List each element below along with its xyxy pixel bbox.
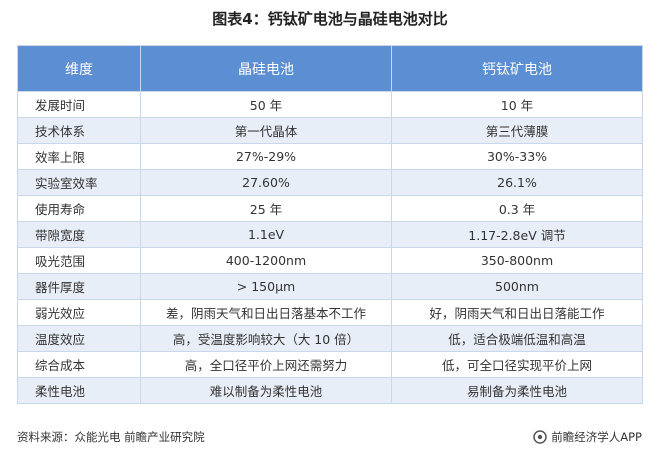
table-row: 器件厚度 > 150μm 500nm [17, 273, 643, 300]
row-dimension: 效率上限 [17, 143, 141, 170]
row-dimension: 温度效应 [17, 325, 141, 352]
table-row: 技术体系 第一代晶体 第三代薄膜 [17, 117, 643, 144]
row-perovskite-value: 低，可全口径实现平价上网 [391, 351, 643, 378]
table-row: 吸光范围 400-1200nm 350-800nm [17, 247, 643, 274]
row-dimension: 柔性电池 [17, 377, 141, 404]
row-dimension: 使用寿命 [17, 195, 141, 222]
row-perovskite-value: 第三代薄膜 [391, 117, 643, 144]
row-perovskite-value: 10 年 [391, 91, 643, 118]
table-row: 弱光效应 差，阴雨天气和日出日落基本不工作 好，阴雨天气和日出日落能工作 [17, 299, 643, 326]
table-row: 综合成本 高，全口径平价上网还需努力 低，可全口径实现平价上网 [17, 351, 643, 378]
source-note: 资料来源：众能光电 前瞻产业研究院 [17, 430, 205, 444]
row-silicon-value: 25 年 [140, 195, 392, 222]
comparison-table: 维度 晶硅电池 钙钛矿电池 发展时间 50 年 10 年 技术体系 第一代晶体 … [17, 45, 643, 404]
row-perovskite-value: 好，阴雨天气和日出日落能工作 [391, 299, 643, 326]
row-perovskite-value: 低，适合极端低温和高温 [391, 325, 643, 352]
row-silicon-value: > 150μm [140, 273, 392, 300]
header-dimension: 维度 [17, 45, 141, 92]
table-row: 柔性电池 难以制备为柔性电池 易制备为柔性电池 [17, 377, 643, 404]
row-silicon-value: 400-1200nm [140, 247, 392, 274]
row-silicon-value: 1.1eV [140, 221, 392, 248]
row-perovskite-value: 500nm [391, 273, 643, 300]
brand-logo-icon [533, 430, 547, 444]
row-silicon-value: 第一代晶体 [140, 117, 392, 144]
row-silicon-value: 高，受温度影响较大（大 10 倍） [140, 325, 392, 352]
header-perovskite: 钙钛矿电池 [391, 45, 643, 92]
table-row: 带隙宽度 1.1eV 1.17-2.8eV 调节 [17, 221, 643, 248]
table-row: 效率上限 27%-29% 30%-33% [17, 143, 643, 170]
header-crystalline-silicon: 晶硅电池 [140, 45, 392, 92]
table-header-row: 维度 晶硅电池 钙钛矿电池 [17, 45, 643, 92]
table-row: 发展时间 50 年 10 年 [17, 91, 643, 118]
table-row: 实验室效率 27.60% 26.1% [17, 169, 643, 196]
row-perovskite-value: 1.17-2.8eV 调节 [391, 221, 643, 248]
row-silicon-value: 难以制备为柔性电池 [140, 377, 392, 404]
row-silicon-value: 27%-29% [140, 143, 392, 170]
row-perovskite-value: 易制备为柔性电池 [391, 377, 643, 404]
row-dimension: 带隙宽度 [17, 221, 141, 248]
table-row: 使用寿命 25 年 0.3 年 [17, 195, 643, 222]
row-perovskite-value: 26.1% [391, 169, 643, 196]
row-dimension: 吸光范围 [17, 247, 141, 274]
row-dimension: 器件厚度 [17, 273, 141, 300]
row-silicon-value: 差，阴雨天气和日出日落基本不工作 [140, 299, 392, 326]
row-dimension: 综合成本 [17, 351, 141, 378]
row-silicon-value: 50 年 [140, 91, 392, 118]
figure-title: 图表4：钙钛矿电池与晶硅电池对比 [212, 10, 448, 28]
row-silicon-value: 27.60% [140, 169, 392, 196]
brand-name: 前瞻经济学人APP [551, 430, 642, 444]
row-dimension: 实验室效率 [17, 169, 141, 196]
brand: 前瞻经济学人APP [533, 429, 642, 445]
row-dimension: 弱光效应 [17, 299, 141, 326]
row-perovskite-value: 0.3 年 [391, 195, 643, 222]
row-perovskite-value: 30%-33% [391, 143, 643, 170]
row-dimension: 技术体系 [17, 117, 141, 144]
table-row: 温度效应 高，受温度影响较大（大 10 倍） 低，适合极端低温和高温 [17, 325, 643, 352]
row-dimension: 发展时间 [17, 91, 141, 118]
row-silicon-value: 高，全口径平价上网还需努力 [140, 351, 392, 378]
row-perovskite-value: 350-800nm [391, 247, 643, 274]
